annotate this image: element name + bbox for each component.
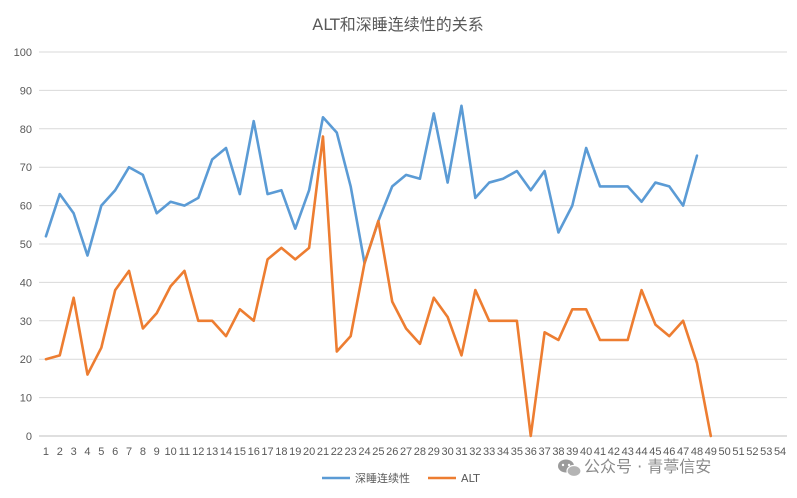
y-tick-label: 0 [26,431,32,443]
x-tick-label: 44 [635,446,647,458]
x-tick-label: 14 [220,446,232,458]
x-tick-label: 42 [608,446,620,458]
x-tick-label: 8 [140,446,146,458]
x-tick-label: 49 [705,446,717,458]
x-tick-label: 30 [442,446,454,458]
x-tick-label: 38 [552,446,564,458]
x-tick-label: 40 [580,446,592,458]
chart-title: ALT和深睡连续性的关系 [312,15,483,34]
x-tick-label: 51 [732,446,744,458]
y-tick-label: 60 [20,201,32,213]
legend: 深睡连续性 ALT [322,471,480,485]
x-tick-label: 17 [261,446,273,458]
y-tick-label: 20 [20,354,32,366]
wechat-icon [558,459,582,478]
x-tick-label: 1 [43,446,49,458]
x-tick-label: 21 [317,446,329,458]
x-tick-label: 34 [497,446,509,458]
y-tick-label: 100 [14,47,32,59]
x-tick-label: 32 [469,446,481,458]
x-tick-label: 23 [345,446,357,458]
x-tick-label: 18 [275,446,287,458]
x-tick-label: 13 [206,446,218,458]
x-tick-label: 52 [746,446,758,458]
series-line-2 [44,135,713,438]
gridlines [39,51,787,437]
x-tick-label: 16 [248,446,260,458]
x-tick-label: 36 [525,446,537,458]
x-tick-label: 35 [511,446,523,458]
x-tick-label: 11 [179,446,190,458]
x-tick-label: 2 [57,446,63,458]
x-tick-label: 12 [192,446,204,458]
x-tick-label: 27 [400,446,412,458]
x-tick-label: 4 [84,446,90,458]
x-tick-label: 15 [234,446,246,458]
x-tick-label: 22 [331,446,343,458]
x-tick-label: 20 [303,446,315,458]
y-tick-label: 50 [20,239,32,251]
x-tick-label: 5 [98,446,104,458]
x-tick-label: 37 [538,446,550,458]
x-tick-label: 41 [594,446,606,458]
x-tick-label: 25 [372,446,384,458]
y-tick-label: 80 [20,124,32,136]
y-tick-label: 10 [20,393,32,405]
x-axis-ticks: 1 2 3 4 5 6 7 8 9 10 11 12 13 14 15 16 17 18 19 20 21 22 23 24 2… [43,446,786,458]
watermark-text: 公众号 · 青葶信安 [584,457,711,476]
y-tick-label: 90 [20,85,32,97]
watermark: 公众号 · 青葶信安 [558,457,711,478]
x-tick-label: 28 [414,446,426,458]
x-tick-label: 31 [455,446,467,458]
x-tick-label: 7 [126,446,132,458]
y-tick-label: 40 [20,277,32,289]
x-tick-label: 54 [774,446,786,458]
x-tick-label: 6 [112,446,118,458]
legend-label: 深睡连续性 [355,471,410,485]
x-tick-label: 26 [386,446,398,458]
legend-label: ALT [461,472,480,485]
x-tick-label: 45 [649,446,661,458]
x-tick-label: 19 [289,446,301,458]
series-group [44,104,713,438]
x-tick-label: 39 [566,446,578,458]
x-tick-label: 29 [428,446,440,458]
y-tick-label: 70 [20,162,32,174]
x-tick-label: 48 [691,446,703,458]
y-axis-ticks: 0 10 20 30 40 50 60 70 80 90 100 [14,47,32,443]
x-tick-label: 47 [677,446,689,458]
y-tick-label: 30 [20,316,32,328]
x-tick-label: 3 [71,446,77,458]
x-tick-label: 9 [154,446,160,458]
x-tick-label: 50 [719,446,731,458]
x-tick-label: 43 [622,446,634,458]
x-tick-label: 24 [358,446,370,458]
x-tick-label: 46 [663,446,675,458]
x-tick-label: 33 [483,446,495,458]
x-tick-label: 10 [164,446,176,458]
x-tick-label: 53 [760,446,772,458]
